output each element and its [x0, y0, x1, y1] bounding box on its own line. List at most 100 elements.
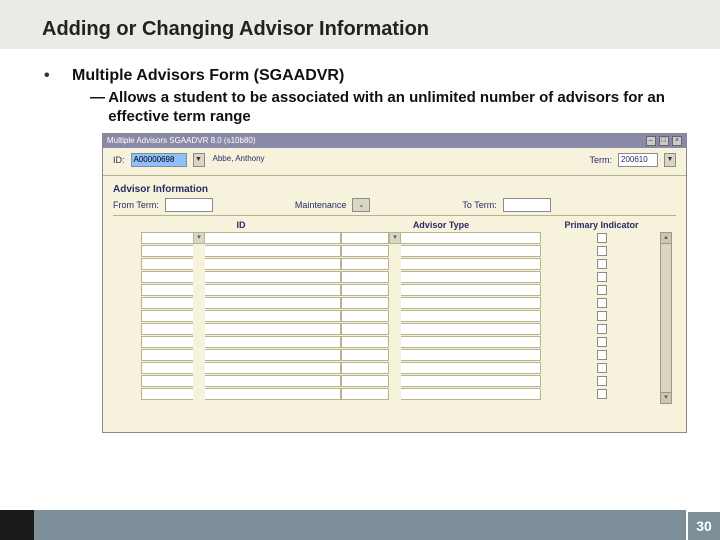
advisor-type-code-field[interactable]: [341, 336, 389, 348]
advisor-type-code-field[interactable]: [341, 323, 389, 335]
advisor-type-desc-field[interactable]: [401, 245, 541, 257]
primary-indicator-checkbox[interactable]: [597, 324, 607, 334]
table-row: [141, 284, 662, 297]
advisor-id-field[interactable]: [141, 297, 193, 309]
term-field[interactable]: 200610: [618, 153, 658, 167]
scroll-down-button[interactable]: ▾: [661, 392, 671, 403]
column-headers: ID Advisor Type Primary Indicator: [113, 218, 676, 232]
advisor-name-field[interactable]: [205, 375, 341, 387]
maintenance-button[interactable]: ⌄: [352, 198, 370, 212]
advisor-type-desc-field[interactable]: [401, 375, 541, 387]
primary-indicator-checkbox[interactable]: [597, 285, 607, 295]
advisor-type-code-field[interactable]: [341, 375, 389, 387]
window-titlebar: Multiple Advisors SGAADVR 8.0 (s10b80) –…: [103, 134, 686, 148]
scroll-up-button[interactable]: ▴: [661, 233, 671, 244]
advisor-name-field[interactable]: [205, 323, 341, 335]
minimize-button[interactable]: –: [646, 136, 656, 146]
advisor-type-desc-field[interactable]: [401, 297, 541, 309]
advisor-type-desc-field[interactable]: [401, 232, 541, 244]
primary-indicator-checkbox[interactable]: [597, 233, 607, 243]
table-row: [141, 310, 662, 323]
maximize-button[interactable]: □: [659, 136, 669, 146]
id-dropdown-button[interactable]: ▼: [193, 153, 205, 167]
advisor-type-code-field[interactable]: [341, 310, 389, 322]
advisor-type-dropdown[interactable]: ▾: [389, 232, 401, 244]
advisor-type-desc-field[interactable]: [401, 336, 541, 348]
advisor-id-dropdown[interactable]: ▾: [193, 232, 205, 244]
primary-indicator-checkbox[interactable]: [597, 272, 607, 282]
table-row: [141, 271, 662, 284]
advisor-id-field[interactable]: [141, 375, 193, 387]
advisor-id-field[interactable]: [141, 362, 193, 374]
table-row: [141, 323, 662, 336]
section-title: Advisor Information: [113, 184, 676, 195]
advisor-type-code-field[interactable]: [341, 271, 389, 283]
from-term-field[interactable]: [165, 198, 213, 212]
name-field: Abbe, Anthony: [211, 153, 301, 167]
advisor-id-field[interactable]: [141, 258, 193, 270]
advisor-type-desc-field[interactable]: [401, 271, 541, 283]
advisor-id-field[interactable]: [141, 284, 193, 296]
advisor-id-field[interactable]: [141, 388, 193, 400]
footer-accent: [0, 510, 34, 540]
advisor-name-field[interactable]: [205, 349, 341, 361]
advisor-name-field[interactable]: [205, 245, 341, 257]
footer-fill: [34, 510, 686, 540]
advisor-id-field[interactable]: [141, 271, 193, 283]
close-button[interactable]: ×: [672, 136, 682, 146]
primary-indicator-checkbox[interactable]: [597, 363, 607, 373]
bullet-1-text: Multiple Advisors Form (SGAADVR): [72, 67, 344, 85]
advisor-name-field[interactable]: [205, 310, 341, 322]
advisor-id-field[interactable]: [141, 245, 193, 257]
term-range-row: From Term: Maintenance ⌄ To Term:: [113, 198, 676, 212]
advisor-name-field[interactable]: [205, 271, 341, 283]
primary-indicator-checkbox[interactable]: [597, 311, 607, 321]
primary-indicator-checkbox[interactable]: [597, 389, 607, 399]
term-dropdown-button[interactable]: ▼: [664, 153, 676, 167]
bullet-level-1: • Multiple Advisors Form (SGAADVR): [44, 67, 690, 85]
advisor-type-code-field[interactable]: [341, 362, 389, 374]
advisor-id-field[interactable]: [141, 310, 193, 322]
advisor-type-desc-field[interactable]: [401, 258, 541, 270]
advisor-type-code-field[interactable]: [341, 258, 389, 270]
advisor-type-desc-field[interactable]: [401, 323, 541, 335]
advisor-name-field[interactable]: [205, 284, 341, 296]
table-row: ▾▾: [141, 232, 662, 245]
advisor-type-desc-field[interactable]: [401, 388, 541, 400]
advisor-id-field[interactable]: [141, 349, 193, 361]
advisor-type-code-field[interactable]: [341, 349, 389, 361]
advisor-type-desc-field[interactable]: [401, 310, 541, 322]
primary-indicator-checkbox[interactable]: [597, 259, 607, 269]
primary-indicator-checkbox[interactable]: [597, 376, 607, 386]
advisor-type-code-field[interactable]: [341, 245, 389, 257]
primary-indicator-checkbox[interactable]: [597, 246, 607, 256]
advisor-id-field[interactable]: [141, 323, 193, 335]
bullet-level-2: — Allows a student to be associated with…: [90, 89, 690, 127]
col-header-primary: Primary Indicator: [541, 220, 662, 230]
advisor-name-field[interactable]: [205, 388, 341, 400]
advisor-name-field[interactable]: [205, 258, 341, 270]
advisor-name-field[interactable]: [205, 232, 341, 244]
primary-indicator-checkbox[interactable]: [597, 337, 607, 347]
primary-indicator-checkbox[interactable]: [597, 298, 607, 308]
form-screenshot: Multiple Advisors SGAADVR 8.0 (s10b80) –…: [102, 133, 687, 433]
advisor-type-code-field[interactable]: [341, 284, 389, 296]
advisor-type-desc-field[interactable]: [401, 284, 541, 296]
primary-indicator-checkbox[interactable]: [597, 350, 607, 360]
advisor-type-desc-field[interactable]: [401, 349, 541, 361]
vertical-scrollbar[interactable]: ▴ ▾: [660, 232, 672, 404]
advisor-name-field[interactable]: [205, 336, 341, 348]
advisor-id-field[interactable]: [141, 336, 193, 348]
advisor-name-field[interactable]: [205, 362, 341, 374]
key-block: ID: A00000698 ▼ Abbe, Anthony Term: 2006…: [103, 148, 686, 176]
slide: Adding or Changing Advisor Information •…: [0, 0, 720, 540]
bullet-2-text: Allows a student to be associated with a…: [108, 89, 690, 127]
to-term-field[interactable]: [503, 198, 551, 212]
advisor-type-code-field[interactable]: [341, 232, 389, 244]
advisor-type-desc-field[interactable]: [401, 362, 541, 374]
advisor-id-field[interactable]: [141, 232, 193, 244]
advisor-type-code-field[interactable]: [341, 297, 389, 309]
id-field[interactable]: A00000698: [131, 153, 187, 167]
advisor-name-field[interactable]: [205, 297, 341, 309]
advisor-type-code-field[interactable]: [341, 388, 389, 400]
